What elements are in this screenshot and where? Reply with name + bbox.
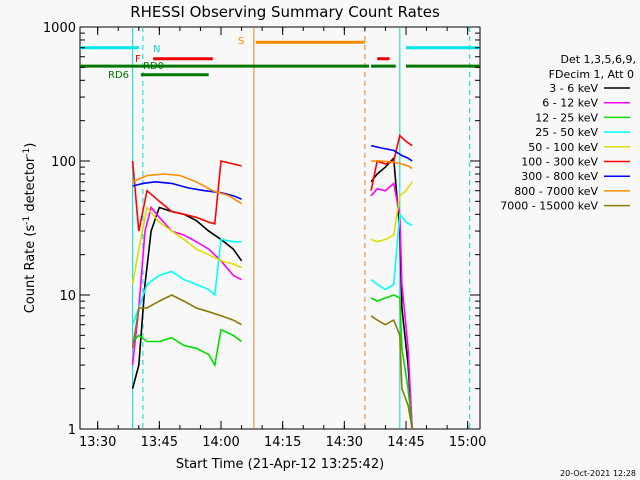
legend-label-0: 3 - 6 keV [549,82,598,95]
legend-label-4: 50 - 100 keV [528,141,598,154]
legend-header-line-2: FDecim 1, Att 0 [549,68,634,81]
chart-title: RHESSI Observing Summary Count Rates [130,3,440,21]
y-axis-label-end: ) [23,143,38,148]
legend-label-6: 300 - 800 keV [521,170,598,183]
legend-label-5: 100 - 300 keV [521,156,598,169]
flag-label-f: F [135,54,141,65]
series-6-segment-0 [132,180,242,200]
y-tick-label-2: 100 [51,155,76,170]
y-axis-ticks: 1 10 100 1000 [43,21,480,438]
y-axis-label-exp1: -1 [22,216,32,225]
x-tick-label-3: 14:15 [264,435,301,450]
series-4-segment-0 [131,205,242,285]
legend-header-line-1: Det 1,3,5,6,9, [560,53,636,66]
legend-label-2: 12 - 25 keV [535,111,598,124]
legend-label-3: 25 - 50 keV [535,126,598,139]
x-tick-label-1: 13:45 [141,435,178,450]
series-7-segment-1 [371,160,413,170]
series-7-segment-0 [132,173,243,205]
x-tick-label-5: 14:45 [387,435,424,450]
series-8-segment-0 [131,294,242,349]
y-tick-label-0: 1 [68,423,76,438]
legend-label-8: 7000 - 15000 keV [500,200,598,213]
y-tick-label-1: 10 [59,289,76,304]
series-8-segment-1 [370,315,413,430]
series-5-segment-0 [131,160,242,232]
series-3-segment-1 [370,212,413,291]
y-axis-label: Count Rate (s-1 detector-1) [22,143,38,314]
x-tick-label-6: 15:00 [449,435,486,450]
x-tick-label-0: 13:30 [79,435,116,450]
series-0-segment-1 [370,156,413,430]
series-1-segment-0 [131,205,242,366]
flag-bars [80,40,480,77]
legend-label-7: 800 - 7000 keV [514,185,598,198]
flag-label-rd0: RD0 [143,61,164,72]
x-tick-label-4: 14:30 [326,435,363,450]
legend: Det 1,3,5,6,9, FDecim 1, Att 0 3 - 6 keV… [500,53,636,213]
series-2-segment-0 [132,328,243,368]
x-axis-ticks: 13:30 13:45 14:00 14:15 14:30 14:45 15:00 [79,27,486,450]
series-1-segment-1 [370,181,413,430]
plot-frame [79,26,481,430]
y-axis-label-exp2: -1 [22,148,32,157]
legend-label-1: 6 - 12 keV [542,97,598,110]
y-axis-label-start: Count Rate (s [23,225,38,314]
series-2-segment-1 [370,294,413,430]
y-tick-label-3: 1000 [43,21,76,36]
series-lines [131,133,413,430]
timestamp: 20-Oct-2021 12:28 [560,469,636,478]
flag-label-rd6: RD6 [108,70,129,81]
series-3-segment-0 [131,238,242,325]
flag-label-n: N [153,44,160,55]
x-tick-label-2: 14:00 [202,435,239,450]
series-6-segment-1 [370,144,413,162]
x-axis-label: Start Time (21-Apr-12 13:25:42) [176,457,384,472]
plot-area: 13:30 13:45 14:00 14:15 14:30 14:45 15:00 1101… [43,21,486,450]
flag-label-s: S [238,36,244,47]
y-axis-label-mid: detector [23,156,38,216]
series-4-segment-1 [370,181,413,243]
